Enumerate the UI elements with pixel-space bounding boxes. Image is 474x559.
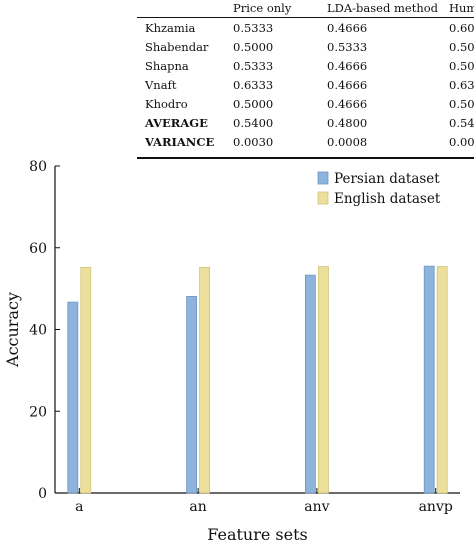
bar-persian-dataset <box>304 274 316 494</box>
bars <box>67 265 448 494</box>
y-tick-label: 80 <box>29 159 47 175</box>
table-cell: 0.0030 <box>233 135 274 149</box>
table-cell: 0.4666 <box>327 59 368 73</box>
row-label: Vnaft <box>145 78 177 92</box>
table-cell: 0.5333 <box>327 40 368 54</box>
row-label: Khodro <box>145 97 188 111</box>
legend: Persian dataset English dataset <box>317 171 441 207</box>
x-tick-labels: a an anv anvp <box>75 488 453 515</box>
table-cell: 0.63 <box>449 78 474 92</box>
column-header-hum: Hum <box>449 1 474 15</box>
bar-english-dataset <box>199 266 211 494</box>
bar-persian-dataset <box>423 265 435 494</box>
table-cell: 0.5000 <box>233 97 274 111</box>
column-header-price-only: Price only <box>233 1 292 15</box>
y-ticks: 0 20 40 60 80 <box>29 159 60 502</box>
table-cell: 0.5333 <box>233 59 274 73</box>
x-tick-label: anvp <box>419 499 453 515</box>
table-cell: 0.4666 <box>327 78 368 92</box>
y-tick-label: 0 <box>38 486 47 502</box>
table-cell: 0.5400 <box>233 116 274 130</box>
table-cell: 0.5000 <box>233 40 274 54</box>
row-label: VARIANCE <box>145 135 215 149</box>
bar-english-dataset <box>436 266 448 494</box>
y-axis-label: Accuracy <box>3 292 22 368</box>
legend-swatch <box>317 191 329 205</box>
row-label: Shapna <box>145 59 189 73</box>
y-tick-label: 40 <box>29 323 47 339</box>
chart-axes <box>54 166 460 494</box>
table-bottom-rule <box>137 157 474 159</box>
legend-label: English dataset <box>334 191 441 207</box>
table-cell: 0.4666 <box>327 97 368 111</box>
bar-english-dataset <box>317 266 329 494</box>
x-tick-label: anv <box>304 499 329 515</box>
legend-swatch <box>317 171 329 185</box>
x-tick-label: a <box>75 499 83 515</box>
row-label: AVERAGE <box>145 116 208 130</box>
table-cell: 0.5333 <box>233 21 274 35</box>
bar-english-dataset <box>80 266 92 494</box>
table-cell: 0.50 <box>449 59 474 73</box>
row-label: Shabendar <box>145 40 209 54</box>
table-cell: 0.4666 <box>327 21 368 35</box>
table-cell: 0.54 <box>449 116 474 130</box>
y-tick-label: 60 <box>29 241 47 257</box>
table-cell: 0.60 <box>449 21 474 35</box>
table-cell: 0.00 <box>449 135 474 149</box>
x-tick-label: an <box>189 499 206 515</box>
table-cell: 0.6333 <box>233 78 274 92</box>
bar-persian-dataset <box>186 295 198 494</box>
legend-label: Persian dataset <box>334 171 440 187</box>
table-cell: 0.0008 <box>327 135 368 149</box>
table-cell: 0.50 <box>449 97 474 111</box>
table-header-rule <box>137 17 474 18</box>
y-tick-label: 20 <box>29 404 47 420</box>
column-header-lda-based-method: LDA-based method <box>327 1 439 15</box>
accuracy-bar-chart: 0 20 40 60 80 a an anv anvp Feature sets Accura… <box>3 159 460 544</box>
table-cell: 0.4800 <box>327 116 368 130</box>
bar-persian-dataset <box>67 301 79 494</box>
row-label: Khzamia <box>145 21 196 35</box>
table-cell: 0.50 <box>449 40 474 54</box>
x-axis-label: Feature sets <box>207 525 308 544</box>
